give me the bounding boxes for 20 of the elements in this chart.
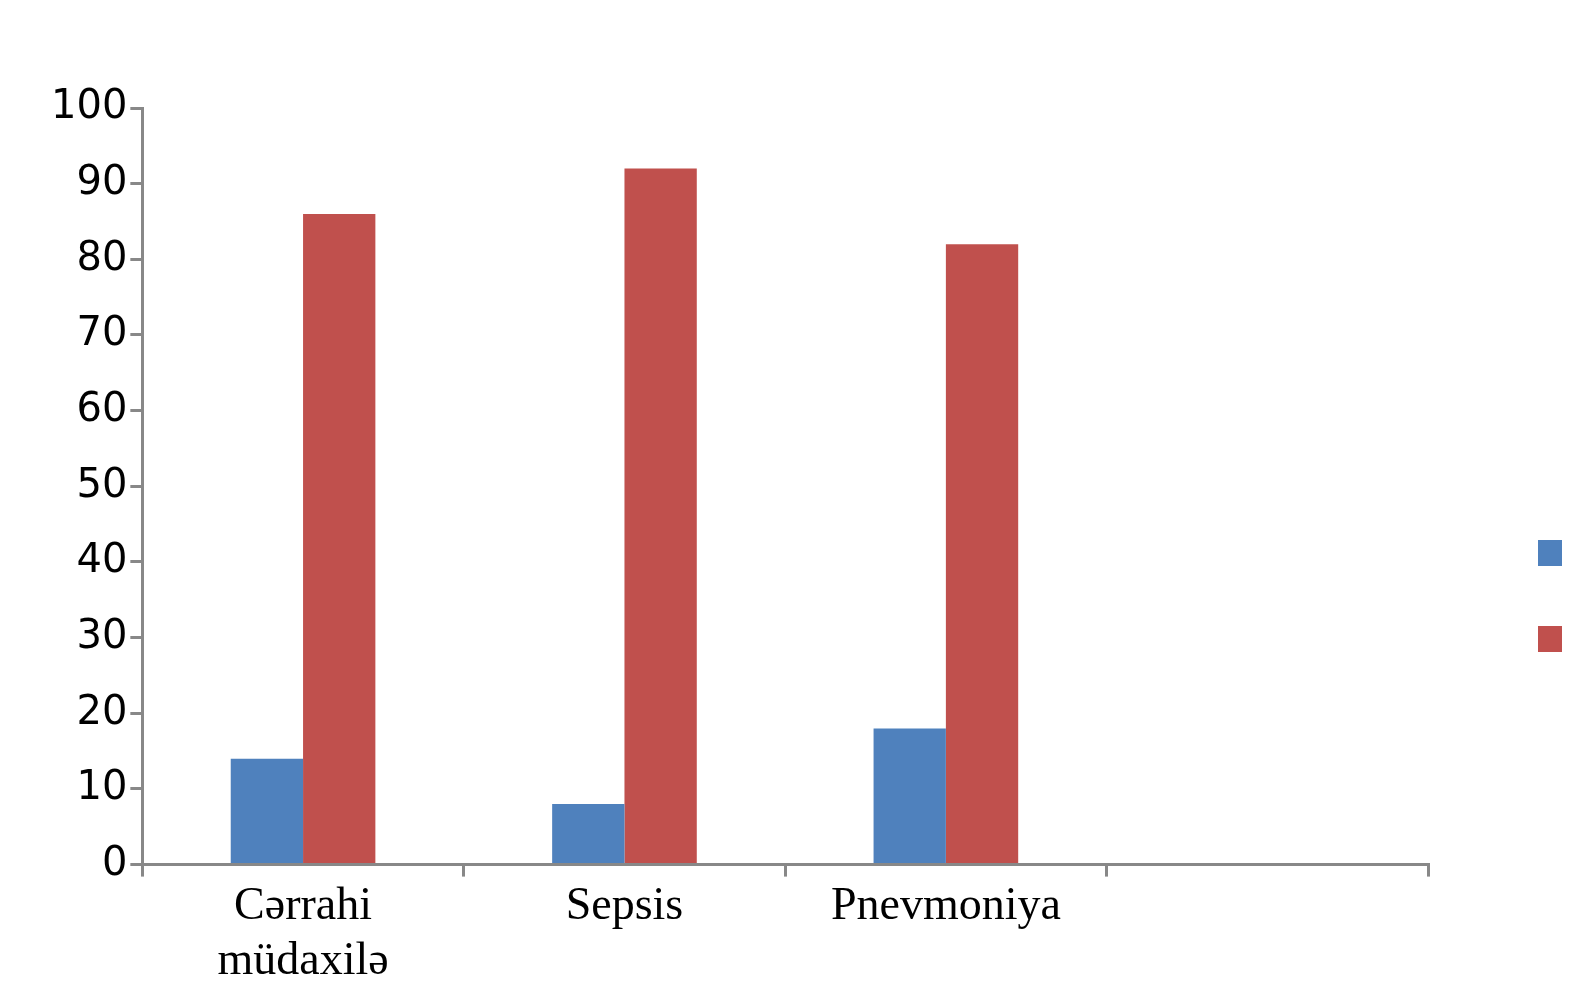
y-tick-label: 40 — [76, 535, 128, 582]
x-tick-label: Cərrahi müdaxilə — [217, 878, 389, 985]
bar — [945, 244, 1019, 864]
bar — [552, 804, 625, 864]
y-tick-label: 30 — [76, 611, 128, 658]
y-tick-label: 50 — [76, 459, 128, 506]
y-tick-label: 0 — [101, 837, 128, 884]
bar — [303, 213, 376, 864]
y-tick-label: 100 — [50, 81, 128, 128]
y-tick-label: 20 — [76, 686, 128, 733]
y-tick-label: 10 — [76, 762, 128, 809]
bar — [624, 168, 697, 864]
bar — [873, 728, 946, 864]
y-tick-label: 70 — [76, 308, 128, 355]
y-tick-label: 90 — [76, 157, 128, 204]
x-tick-label: Sepsis — [565, 878, 684, 930]
y-tick-label: 60 — [76, 384, 128, 431]
bar — [230, 758, 304, 864]
y-tick-label: 80 — [76, 232, 128, 279]
x-tick-label: Pnevmoniya — [830, 878, 1061, 930]
